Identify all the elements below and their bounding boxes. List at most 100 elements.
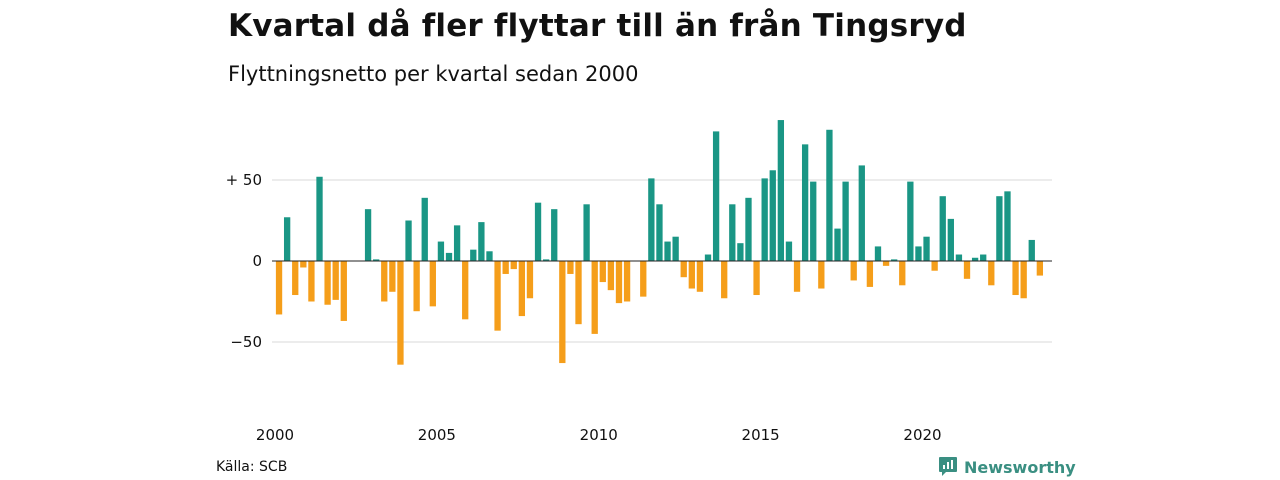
bar bbox=[389, 261, 396, 292]
bar bbox=[518, 261, 526, 317]
bar bbox=[340, 261, 347, 321]
bar bbox=[607, 261, 615, 291]
bar bbox=[907, 181, 914, 261]
y-axis-ticks: + 50 0 −50 bbox=[226, 171, 262, 351]
bar bbox=[502, 261, 509, 274]
bar bbox=[996, 196, 1003, 261]
bar bbox=[858, 165, 865, 261]
bar bbox=[672, 236, 679, 261]
bar bbox=[567, 261, 574, 274]
bar bbox=[364, 209, 372, 261]
bar bbox=[785, 241, 793, 261]
bar bbox=[769, 170, 776, 261]
bar bbox=[704, 254, 712, 261]
bar bbox=[801, 144, 809, 261]
bar bbox=[931, 261, 938, 271]
y-tick-label: 0 bbox=[252, 252, 262, 270]
bar bbox=[551, 209, 558, 261]
bar bbox=[381, 261, 388, 302]
bar bbox=[963, 261, 971, 279]
bar bbox=[721, 261, 728, 299]
bar bbox=[971, 257, 979, 261]
bar bbox=[623, 261, 631, 302]
bar bbox=[761, 178, 768, 261]
bar bbox=[834, 228, 841, 261]
brand-logo: Newsworthy bbox=[938, 456, 1076, 478]
bar bbox=[1012, 261, 1019, 296]
bar bbox=[575, 261, 582, 325]
x-tick-label: 2010 bbox=[580, 426, 618, 444]
bars bbox=[275, 120, 1044, 365]
bar bbox=[664, 241, 671, 261]
newsworthy-logo-icon bbox=[939, 457, 957, 476]
x-tick-label: 2005 bbox=[418, 426, 456, 444]
bar bbox=[850, 261, 857, 281]
bar bbox=[818, 261, 825, 289]
bar bbox=[413, 261, 420, 312]
chart-subtitle: Flyttningsnetto per kvartal sedan 2000 bbox=[228, 62, 639, 86]
bar bbox=[866, 261, 874, 287]
bar bbox=[777, 120, 785, 261]
bar bbox=[745, 197, 752, 261]
bar bbox=[583, 204, 590, 261]
bar bbox=[988, 261, 995, 286]
bar bbox=[696, 261, 704, 292]
bar bbox=[939, 196, 946, 261]
bar bbox=[429, 261, 436, 307]
bar bbox=[615, 261, 623, 304]
bar bbox=[421, 197, 428, 261]
x-tick-label: 2000 bbox=[256, 426, 294, 444]
bar bbox=[445, 252, 453, 261]
y-tick-label: −50 bbox=[230, 333, 262, 351]
bar bbox=[899, 261, 906, 286]
bar bbox=[308, 261, 315, 302]
source-note: Källa: SCB bbox=[216, 459, 288, 475]
bar bbox=[283, 217, 291, 261]
bar bbox=[542, 259, 550, 261]
bar bbox=[453, 225, 461, 261]
bar bbox=[494, 261, 501, 331]
bar bbox=[737, 243, 744, 261]
bar bbox=[712, 131, 720, 261]
bar bbox=[324, 261, 331, 305]
bar bbox=[955, 254, 963, 261]
bar bbox=[793, 261, 801, 292]
bar bbox=[882, 261, 890, 266]
bar bbox=[1020, 261, 1027, 299]
bar bbox=[373, 259, 380, 261]
bar bbox=[462, 261, 469, 320]
bar bbox=[478, 222, 485, 261]
bar bbox=[437, 241, 445, 261]
bar bbox=[470, 249, 477, 261]
bar bbox=[275, 261, 283, 315]
bar bbox=[599, 261, 606, 283]
bar bbox=[292, 261, 299, 296]
bar bbox=[534, 202, 542, 261]
bar bbox=[753, 261, 760, 296]
brand-name: Newsworthy bbox=[964, 457, 1076, 477]
chart-title: Kvartal då fler flyttar till än från Tin… bbox=[228, 8, 967, 44]
bar bbox=[688, 261, 695, 289]
x-axis-ticks: 2000 2005 2010 2015 2020 bbox=[256, 426, 942, 444]
bar bbox=[842, 181, 849, 261]
bar bbox=[316, 176, 323, 261]
bar bbox=[405, 220, 412, 261]
bar bbox=[559, 261, 566, 364]
bar bbox=[810, 181, 817, 261]
bar bbox=[332, 261, 339, 300]
bar bbox=[947, 218, 954, 261]
bar bbox=[874, 246, 882, 261]
bar bbox=[729, 204, 736, 261]
bar bbox=[1004, 191, 1011, 261]
bar bbox=[891, 259, 898, 261]
bar bbox=[656, 204, 663, 261]
x-tick-label: 2015 bbox=[742, 426, 780, 444]
bar bbox=[300, 261, 307, 268]
bar bbox=[648, 178, 655, 261]
y-tick-label: + 50 bbox=[226, 171, 262, 189]
bar bbox=[526, 261, 534, 299]
bar bbox=[923, 236, 930, 261]
bar bbox=[640, 261, 647, 297]
bar bbox=[980, 254, 987, 261]
